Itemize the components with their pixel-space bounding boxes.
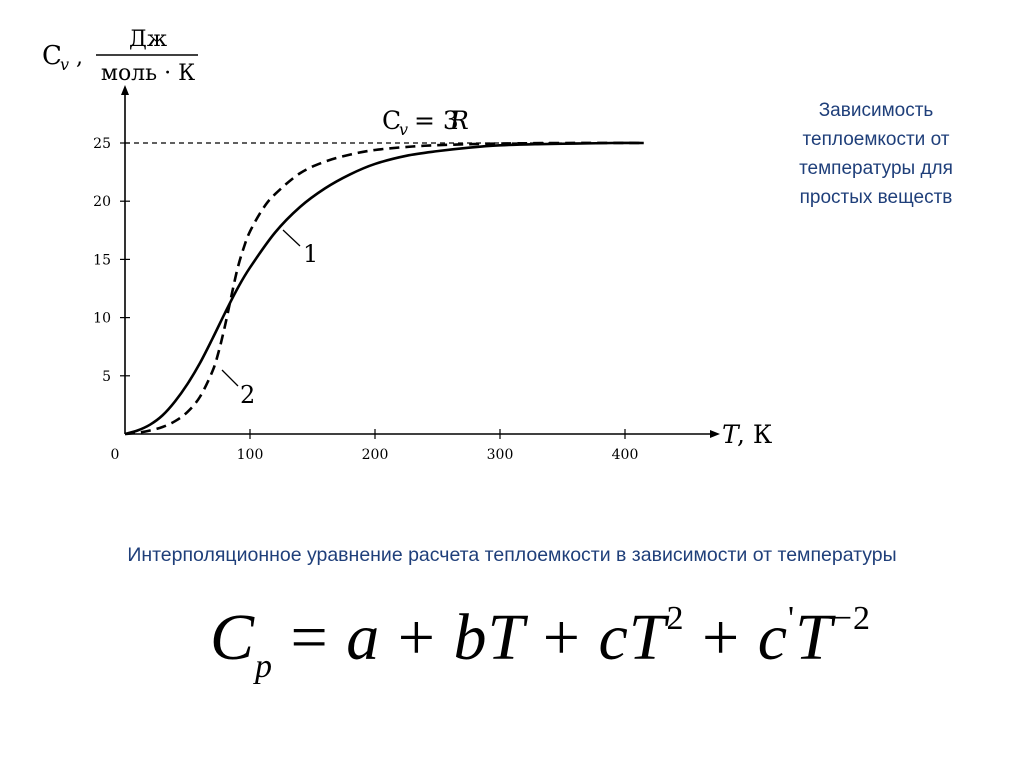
x-axis-label-unit: , К <box>737 420 773 449</box>
chart-ticks: 5 10 15 20 25 0 100 200 300 400 <box>93 136 638 463</box>
y-axis-unit-denominator: моль · К <box>101 61 195 86</box>
annotation-cv-sub: v <box>399 120 408 139</box>
x-tick-label: 0 <box>111 447 120 463</box>
x-tick-label: 400 <box>612 447 639 463</box>
formula-expression: Cp = a + bT + cT2 + c'T−2 <box>210 598 871 689</box>
y-tick-label: 10 <box>93 311 111 327</box>
annotation-cv-rest: = 3 <box>406 106 459 135</box>
formula-a: a <box>346 601 381 674</box>
y-axis-label-main: C <box>42 41 62 71</box>
y-tick-label: 25 <box>93 136 111 152</box>
y-tick-label: 20 <box>93 194 111 210</box>
annotation-cv-main: C <box>382 106 401 135</box>
annotation-cv-R: R <box>449 106 469 135</box>
formula-bT: bT <box>453 601 526 674</box>
caption-line: температуры для <box>799 158 953 179</box>
heat-capacity-formula: Cp = a + bT + cT2 + c'T−2 <box>200 598 870 698</box>
formula-cT: cT <box>598 601 667 674</box>
formula-exponent-2: 2 <box>666 600 685 637</box>
chart-caption: Зависимость теплоемкости от температуры … <box>754 96 998 212</box>
series-1-leader <box>282 229 301 247</box>
chart: 5 10 15 20 25 0 100 200 300 400 C v , Дж моль · К… <box>42 27 773 463</box>
chart-series <box>124 141 644 436</box>
x-tick-label: 200 <box>362 447 389 463</box>
chart-axes <box>121 85 720 438</box>
y-axis-label-comma: , <box>76 45 83 70</box>
formula-plus: + <box>684 601 758 674</box>
interpolation-description: Интерполяционное уравнение расчета тепло… <box>127 544 897 566</box>
series-1-line <box>124 141 644 436</box>
series-2-label: 2 <box>240 381 255 409</box>
formula-equals: = <box>273 601 347 674</box>
x-tick-label: 100 <box>237 447 264 463</box>
formula-subscript-p: p <box>255 648 274 685</box>
formula-plus: + <box>525 601 599 674</box>
formula-T: T <box>795 601 833 674</box>
series-2-leader <box>221 369 239 387</box>
y-tick-label: 15 <box>93 252 111 268</box>
caption-line: простых веществ <box>799 187 953 208</box>
y-tick-label: 5 <box>102 369 111 385</box>
formula-C: C <box>210 601 256 674</box>
y-axis-unit-numerator: Дж <box>129 27 167 52</box>
formula-exponent-minus-2: −2 <box>832 600 872 637</box>
formula-c: c <box>757 601 788 674</box>
series-2-line <box>124 141 644 436</box>
formula-prime: ' <box>787 600 796 637</box>
caption-line: теплоемкости от <box>802 129 950 150</box>
x-axis-label-var: T <box>722 420 741 449</box>
y-axis-label-sub: v <box>60 55 69 74</box>
x-tick-label: 300 <box>487 447 514 463</box>
chart-labels: C v , Дж моль · К T , К C v = 3 R 1 2 <box>42 27 773 449</box>
formula-plus: + <box>380 601 454 674</box>
caption-line: Зависимость <box>818 100 934 121</box>
series-1-label: 1 <box>303 240 318 268</box>
